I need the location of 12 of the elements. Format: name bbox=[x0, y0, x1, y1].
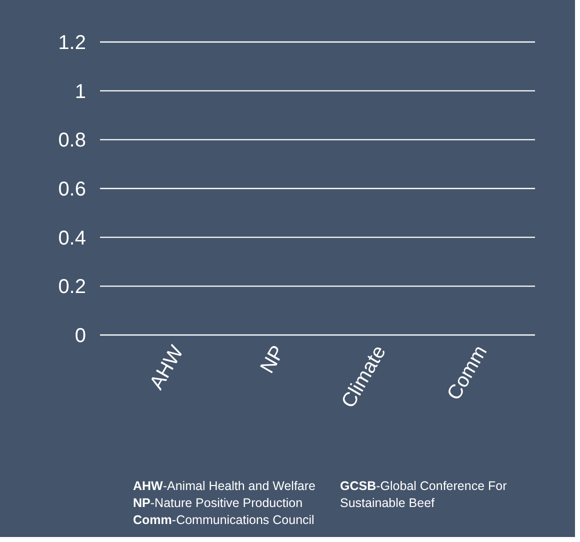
text: Comm-Communications Council bbox=[133, 513, 314, 527]
text: AHW-Animal Health and Welfare bbox=[133, 479, 316, 493]
y-tick-label: 0.6 bbox=[58, 178, 86, 200]
y-tick-label: 0.8 bbox=[58, 130, 86, 152]
y-tick-label: 0.4 bbox=[58, 227, 86, 250]
x-tick-label: NP bbox=[256, 342, 290, 378]
y-tick-label: 0 bbox=[74, 325, 86, 347]
text: GCSB-Global Conference For Sustainable Beef bbox=[340, 479, 507, 510]
y-tick-label: 0.2 bbox=[58, 276, 86, 298]
text: NP-Nature Positive Production bbox=[133, 496, 303, 510]
y-tick-label: 1.2 bbox=[58, 32, 86, 54]
y-tick-label: 1 bbox=[74, 80, 86, 103]
